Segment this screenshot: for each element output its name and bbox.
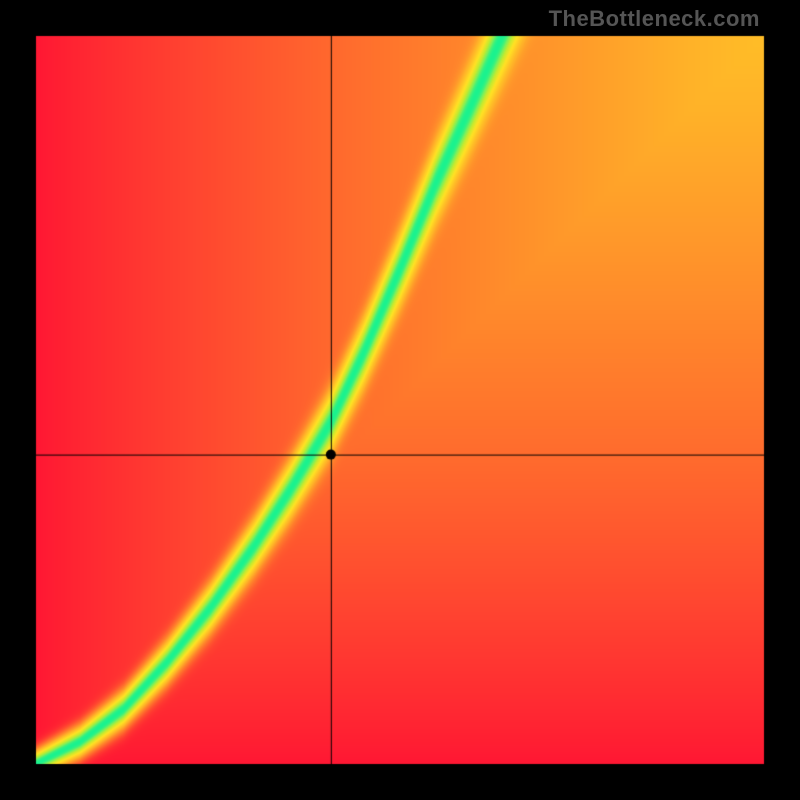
heatmap-canvas	[0, 0, 800, 800]
chart-container: TheBottleneck.com	[0, 0, 800, 800]
watermark-label: TheBottleneck.com	[549, 6, 760, 32]
